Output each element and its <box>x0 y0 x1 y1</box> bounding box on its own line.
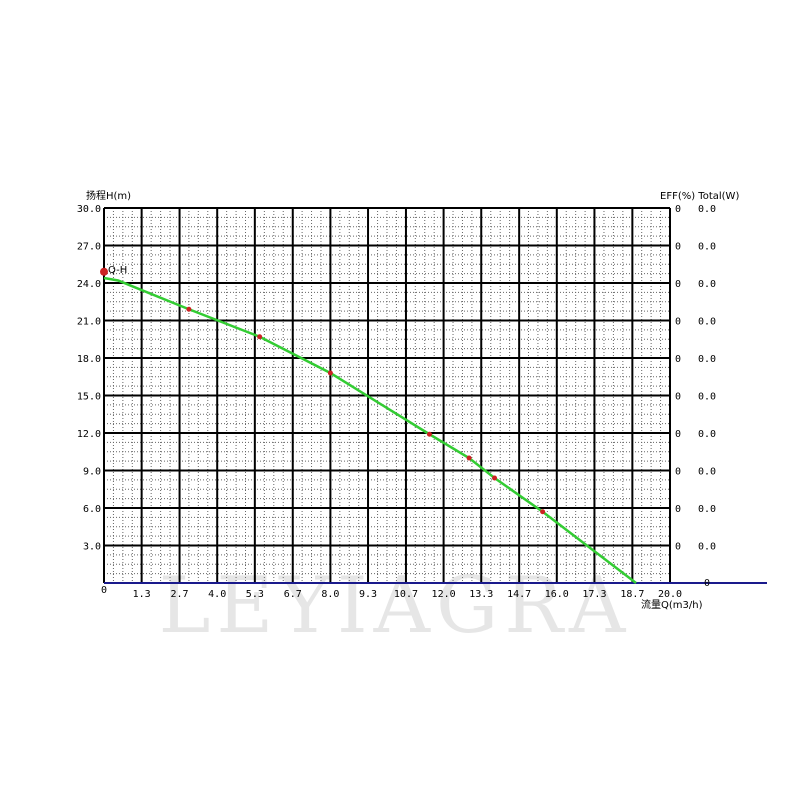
total-tick-label: 0.0 <box>698 279 716 290</box>
eff-tick-label: 0 <box>675 354 681 365</box>
measured-point <box>186 306 192 312</box>
eff-tick-label: 0 <box>675 542 681 553</box>
total-tick-label: 0.0 <box>698 504 716 515</box>
eff-tick-label: 0 <box>675 279 681 290</box>
minor-grid <box>104 208 670 583</box>
right-baseline-label: 0 <box>704 578 710 589</box>
x-tick-label: 0 <box>101 585 107 596</box>
measured-point <box>100 267 108 276</box>
y-tick-label: 15.0 <box>77 392 101 403</box>
x-tick-label: 13.3 <box>469 589 493 600</box>
total-tick-label: 0.0 <box>698 317 716 328</box>
measured-point <box>257 334 263 340</box>
x-tick-label: 2.7 <box>171 589 189 600</box>
total-tick-label: 0.0 <box>698 354 716 365</box>
y-tick-label: 21.0 <box>77 317 101 328</box>
y-tick-label: 24.0 <box>77 279 101 290</box>
y-tick-label: 9.0 <box>83 467 101 478</box>
y-tick-label: 18.0 <box>77 354 101 365</box>
x-tick-label: 5.3 <box>246 589 264 600</box>
x-tick-label: 18.7 <box>620 589 644 600</box>
measured-point <box>492 475 498 481</box>
eff-tick-label: 0 <box>675 392 681 403</box>
eff-tick-label: 0 <box>675 467 681 478</box>
y-tick-label: 12.0 <box>77 429 101 440</box>
x-tick-label: 1.3 <box>133 589 151 600</box>
x-tick-label: 4.0 <box>208 589 226 600</box>
eff-tick-label: 0 <box>675 204 681 215</box>
x-tick-label: 6.7 <box>284 589 302 600</box>
y-tick-label: 6.0 <box>83 504 101 515</box>
y-tick-label: 30.0 <box>77 204 101 215</box>
major-grid <box>103 207 671 583</box>
measured-point <box>426 431 432 437</box>
curve-label: Q-H <box>108 265 127 276</box>
watermark: LEYIAGRA <box>159 561 632 651</box>
total-tick-label: 0.0 <box>698 429 716 440</box>
measured-point <box>327 370 333 376</box>
x-tick-label: 9.3 <box>359 589 377 600</box>
x-tick-label: 17.3 <box>582 589 606 600</box>
eff-tick-label: 0 <box>675 317 681 328</box>
y-tick-label: 3.0 <box>83 542 101 553</box>
x-tick-label: 16.0 <box>545 589 569 600</box>
measured-point <box>540 509 546 515</box>
x-tick-label: 14.7 <box>507 589 531 600</box>
total-tick-label: 0.0 <box>698 204 716 215</box>
x-tick-label: 20.0 <box>658 589 682 600</box>
y-tick-label: 27.0 <box>77 242 101 253</box>
total-tick-label: 0.0 <box>698 242 716 253</box>
x-tick-label: 12.0 <box>432 589 456 600</box>
curve-layer <box>100 267 637 584</box>
qh-curve-line <box>103 276 637 584</box>
measured-point <box>466 455 472 461</box>
eff-tick-label: 0 <box>675 242 681 253</box>
right-axis-title: EFF(%) Total(W) <box>660 191 739 202</box>
total-tick-label: 0.0 <box>698 392 716 403</box>
x-tick-label: 10.7 <box>394 589 418 600</box>
total-tick-label: 0.0 <box>698 467 716 478</box>
x-axis-title: 流量Q(m3/h) <box>641 598 703 611</box>
total-tick-label: 0.0 <box>698 542 716 553</box>
tick-layer: 30.0 27.0 24.0 21.0 18.0 15.0 12.0 9.0 6.0 3.0 0 0 0… <box>77 204 716 600</box>
eff-tick-label: 0 <box>675 504 681 515</box>
eff-tick-label: 0 <box>675 429 681 440</box>
x-tick-label: 8.0 <box>321 589 339 600</box>
y-axis-title: 扬程H(m) <box>86 189 131 202</box>
